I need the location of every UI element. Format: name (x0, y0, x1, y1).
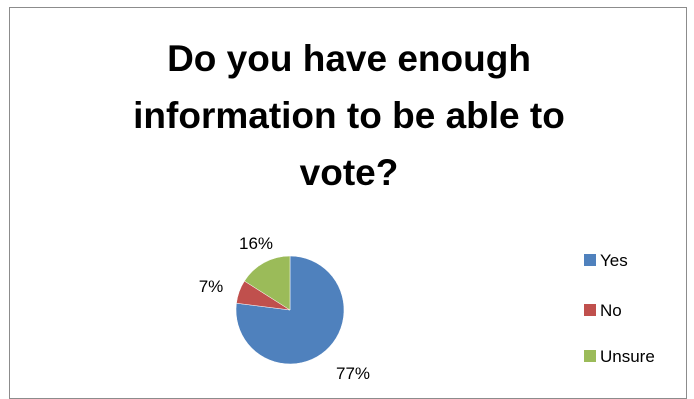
legend-swatch-unsure (584, 350, 596, 362)
legend-label-no: No (600, 301, 622, 320)
legend-swatch-no (584, 304, 596, 316)
pie-slices (236, 256, 344, 364)
data-label-no: 7% (199, 277, 224, 296)
legend-label-yes: Yes (600, 251, 628, 270)
legend: Yes No Unsure (584, 251, 655, 366)
legend-label-unsure: Unsure (600, 347, 655, 366)
legend-swatch-yes (584, 254, 596, 266)
data-label-unsure: 16% (239, 234, 273, 253)
data-label-yes: 77% (336, 364, 370, 383)
